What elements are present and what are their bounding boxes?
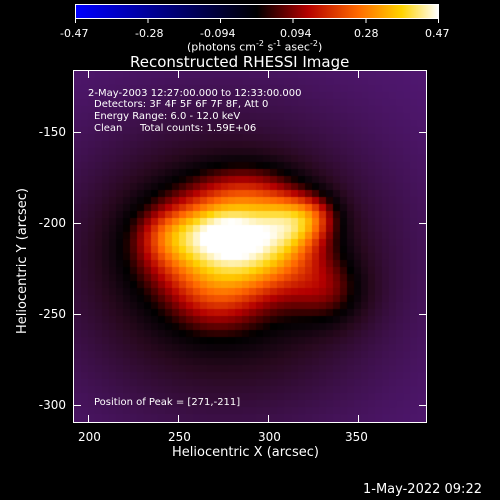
y-tick-label: -200 <box>38 216 66 230</box>
axis-ticks <box>74 71 426 422</box>
colorbar-tick-label: 0.28 <box>354 27 379 40</box>
colorbar <box>75 4 439 19</box>
colorbar-tick-label: 0.47 <box>425 27 450 40</box>
colorbar-ticks <box>75 19 439 24</box>
info-time-range: 2-May-2003 12:27:00.000 to 12:33:00.000 <box>88 88 302 99</box>
colorbar-tick-label: -0.28 <box>135 27 164 40</box>
x-tick-label: 300 <box>258 430 281 444</box>
x-tick-label: 250 <box>168 430 191 444</box>
y-tick-label: -250 <box>38 307 66 321</box>
y-tick-label: -300 <box>38 398 66 412</box>
info-method: Clean <box>94 123 123 134</box>
peak-position: Position of Peak = [271,-211] <box>94 397 241 408</box>
image-plot: 2-May-2003 12:27:00.000 to 12:33:00.000 … <box>73 70 427 423</box>
colorbar-tick-label: -0.47 <box>60 27 89 40</box>
info-detectors: Detectors: 3F 4F 5F 6F 7F 8F, Att 0 <box>94 99 269 110</box>
footer-date: 1-May-2022 09:22 <box>363 482 482 497</box>
x-tick-label: 200 <box>78 430 101 444</box>
info-energy-range: Energy Range: 6.0 - 12.0 keV <box>94 111 241 122</box>
colorbar-tick-label: -0.094 <box>200 27 236 40</box>
rhessi-image-map <box>74 71 426 422</box>
colorbar-tick-label: 0.094 <box>280 27 312 40</box>
x-tick-label: 350 <box>345 430 368 444</box>
y-axis-label: Heliocentric Y (arcsec) <box>15 188 30 334</box>
x-axis-label: Heliocentric X (arcsec) <box>172 445 319 460</box>
plot-title: Reconstructed RHESSI Image <box>130 53 350 71</box>
info-total-counts: Total counts: 1.59E+06 <box>140 123 257 134</box>
colorbar-units: (photons cm-2 s-1 asec-2) <box>187 39 323 54</box>
colorbar-gradient <box>76 5 438 18</box>
y-tick-label: -150 <box>38 125 66 139</box>
